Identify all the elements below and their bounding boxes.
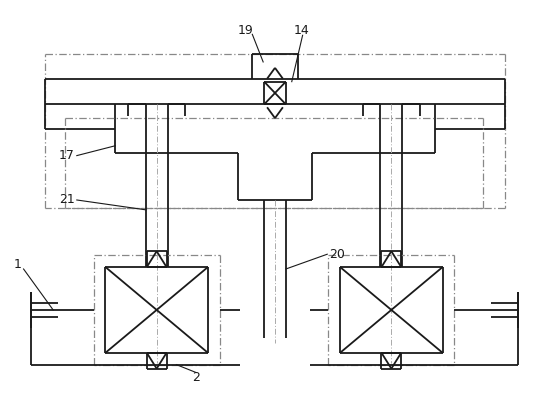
Text: 14: 14 bbox=[294, 24, 310, 37]
Text: 2: 2 bbox=[192, 371, 200, 384]
Text: 21: 21 bbox=[59, 193, 75, 206]
Text: 1: 1 bbox=[14, 258, 21, 271]
Text: 19: 19 bbox=[238, 24, 253, 37]
Text: 17: 17 bbox=[59, 149, 75, 162]
Text: 20: 20 bbox=[329, 248, 345, 261]
